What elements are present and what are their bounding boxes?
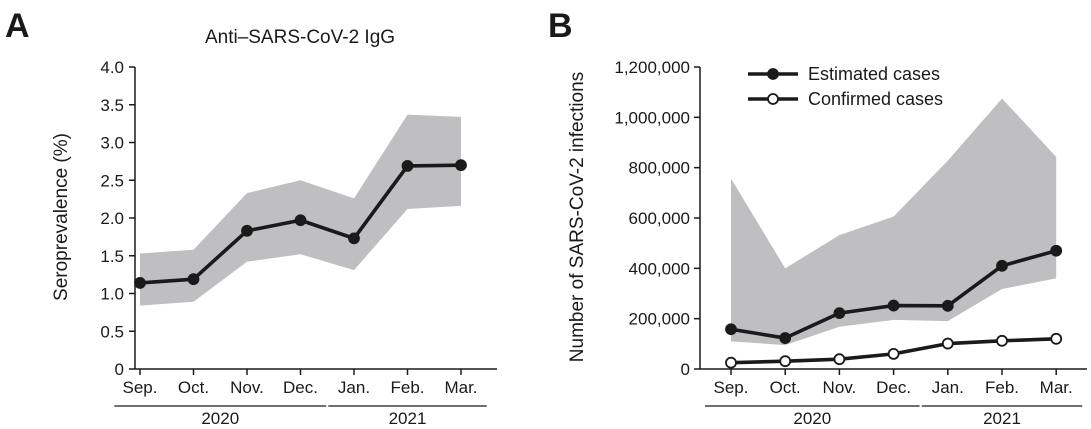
panel-b-y-tick-label: 200,000: [629, 310, 690, 329]
panel-b-series-1-point: [887, 347, 900, 360]
panel-b-x-tick-label: Oct.: [770, 378, 801, 397]
panel-b-x-tick-label: Mar.: [1040, 378, 1073, 397]
panel-b-series-0-point: [941, 299, 954, 312]
panel-b-series-0-point: [779, 332, 792, 344]
panel-a: A Anti–SARS-CoV-2 IgG Seroprevalence (%)…: [5, 7, 497, 428]
panel-a-title: Anti–SARS-CoV-2 IgG: [205, 27, 395, 48]
panel-a-series-0-point: [241, 224, 253, 237]
panel-a-series-0-point: [294, 214, 307, 227]
panel-a-y-tick-label: 1.5: [100, 247, 124, 266]
panel-b-y-tick-label: 1,000,000: [614, 108, 690, 127]
panel-a-year-label: 2021: [389, 409, 427, 428]
panel-b-legend-label-0: Estimated cases: [808, 64, 940, 84]
panel-a-series-0-point: [134, 277, 146, 289]
panel-b-legend-label-1: Confirmed cases: [808, 89, 943, 109]
panel-a-x-tick-label: Sep.: [123, 378, 158, 397]
panel-a-y-tick-label: 1.0: [100, 285, 124, 304]
panel-b-year-label: 2020: [793, 409, 831, 428]
panel-a-y-tick-label: 0: [115, 360, 124, 379]
panel-b-legend-marker-0: [767, 68, 779, 80]
panel-a-y-tick-label: 2.5: [100, 171, 124, 190]
panel-a-series-0-point: [401, 160, 414, 172]
panel-b-series-1-point: [1050, 332, 1063, 345]
panel-b-legend-marker-1: [767, 93, 779, 105]
panel-a-series-0-point: [187, 273, 200, 286]
panel-a-year-label: 2020: [201, 409, 239, 428]
panel-b-x-tick-label: Feb.: [985, 378, 1019, 397]
panel-a-y-tick-label: 0.5: [100, 322, 124, 341]
panel-b-ci-band-0: [731, 98, 1057, 346]
panel-a-ci-band-0: [140, 114, 461, 306]
panel-a-series-0-point: [455, 159, 467, 172]
panel-b-series-1-point: [996, 334, 1008, 347]
panel-b-year-label: 2021: [983, 409, 1021, 428]
panel-a-x-tick-label: Oct.: [178, 378, 209, 397]
panel-b-letter: B: [548, 7, 573, 45]
panel-b-x-tick-label: Dec.: [876, 378, 911, 397]
panel-a-y-tick-label: 4.0: [100, 58, 124, 77]
panel-b-series-0-point: [833, 307, 846, 320]
panel-a-y-axis-label: Seroprevalence (%): [51, 133, 72, 301]
panel-a-y-tick-label: 3.5: [100, 96, 124, 115]
panel-b-x-tick-label: Nov.: [823, 378, 857, 397]
panel-a-y-tick-label: 2.0: [100, 209, 124, 228]
panel-b-y-axis-label: Number of SARS-CoV-2 infections: [567, 72, 588, 362]
panel-b-series-1-point: [941, 337, 954, 350]
panel-b-y-tick-label: 0: [681, 360, 690, 379]
panel-a-y-tick-label: 3.0: [100, 134, 124, 153]
panel-a-x-tick-label: Feb.: [390, 378, 424, 397]
panel-a-x-tick-label: Dec.: [283, 378, 318, 397]
panel-b-y-tick-label: 400,000: [629, 259, 690, 278]
panel-b-x-tick-label: Sep.: [714, 378, 749, 397]
panel-b-series-0-point: [887, 299, 900, 312]
panel-b-series-0-point: [1050, 244, 1063, 257]
panel-b-series-0-point: [996, 259, 1008, 272]
panel-b-y-tick-label: 1,200,000: [614, 58, 690, 77]
panel-b-x-tick-label: Jan.: [932, 378, 964, 397]
panel-b-series-1-point: [725, 356, 737, 369]
panel-b-y-tick-label: 600,000: [629, 209, 690, 228]
panel-a-series-0-point: [348, 232, 360, 245]
panel-b: B Number of SARS-CoV-2 infections 0 200,0…: [548, 7, 1087, 428]
panel-b-series-0-point: [725, 323, 737, 336]
panel-a-x-tick-label: Mar.: [444, 378, 477, 397]
panel-a-x-tick-label: Nov.: [230, 378, 264, 397]
panel-a-letter: A: [5, 7, 30, 45]
panel-b-y-tick-label: 800,000: [629, 159, 690, 178]
panel-a-x-tick-label: Jan.: [338, 378, 370, 397]
panel-b-series-1-point: [779, 355, 792, 368]
panel-b-series-1-point: [833, 353, 846, 366]
